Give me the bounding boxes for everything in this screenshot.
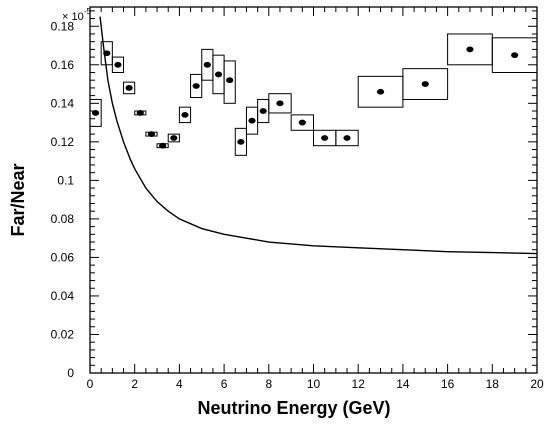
- y-tick-label: 0: [67, 366, 74, 380]
- y-multiplier-exponent: -5: [84, 7, 92, 16]
- x-tick-label: 20: [530, 377, 544, 391]
- x-tick-label: 2: [131, 377, 138, 391]
- data-point: [203, 61, 211, 68]
- x-tick-label: 12: [352, 377, 366, 391]
- x-tick-label: 6: [221, 377, 228, 391]
- x-tick-label: 4: [176, 377, 183, 391]
- y-axis-title: Far/Near: [8, 163, 28, 236]
- error-boxes: [89, 33, 538, 156]
- x-tick-label: 0: [87, 377, 94, 391]
- error-box: [178, 106, 192, 124]
- error-box: [268, 93, 292, 114]
- data-point: [237, 138, 245, 145]
- data-point: [421, 81, 429, 87]
- y-tick-label: 0.02: [51, 327, 75, 341]
- data-point: [248, 117, 256, 124]
- y-tick-label: 0.12: [51, 135, 75, 149]
- x-tick-label: 10: [307, 377, 321, 391]
- error-box: [234, 127, 247, 156]
- x-tick-label: 14: [396, 377, 410, 391]
- data-points: [91, 46, 519, 149]
- data-point: [466, 46, 474, 53]
- error-box: [402, 68, 449, 100]
- data-point: [321, 135, 329, 141]
- error-box: [335, 129, 359, 147]
- y-multiplier-base: × 10: [62, 11, 84, 23]
- y-tick-label: 0.04: [51, 289, 75, 303]
- data-point: [259, 108, 267, 114]
- expected-ratio-curve: [99, 16, 538, 255]
- curve-layer: [99, 16, 538, 255]
- error-box: [223, 60, 236, 104]
- error-box: [111, 56, 125, 73]
- data-point: [91, 110, 100, 116]
- error-box: [100, 41, 113, 66]
- y-tick-label: 0.18: [51, 19, 75, 33]
- data-point: [125, 85, 133, 91]
- data-point: [181, 111, 189, 118]
- data-point: [192, 83, 200, 89]
- x-tick-label: 8: [265, 377, 272, 391]
- error-box: [491, 37, 538, 73]
- data-point: [170, 135, 178, 141]
- x-axis-title: Neutrino Energy (GeV): [197, 398, 390, 418]
- error-box: [89, 98, 102, 127]
- data-point: [159, 142, 167, 149]
- x-tick-label: 18: [486, 377, 500, 391]
- data-point: [114, 61, 122, 68]
- axes: [89, 6, 538, 374]
- x-tick-label: 16: [441, 377, 455, 391]
- data-point: [214, 71, 223, 78]
- data-point: [376, 88, 385, 95]
- data-point: [511, 52, 519, 59]
- ticks: 0 2 4 6 8 10 12 14 16 18 20 0 0.02 0.04 0.06 0.08 0.1 0.1…: [51, 7, 544, 391]
- y-tick-label: 0.1: [57, 173, 74, 187]
- y-axis-multiplier: × 10-5: [62, 7, 91, 23]
- data-point: [298, 119, 306, 126]
- error-box: [123, 81, 136, 95]
- data-point: [136, 110, 144, 116]
- data-point: [226, 77, 234, 84]
- error-box: [290, 114, 314, 131]
- error-box: [167, 133, 180, 143]
- data-point: [343, 135, 351, 141]
- y-tick-label: 0.06: [51, 250, 75, 264]
- data-point: [103, 50, 111, 57]
- data-point: [276, 100, 284, 107]
- plot-frame: [89, 6, 538, 374]
- y-tick-label: 0.14: [51, 96, 75, 110]
- data-point: [147, 131, 156, 138]
- y-tick-label: 0.08: [51, 212, 75, 226]
- error-box: [190, 73, 203, 99]
- y-tick-label: 0.16: [51, 58, 75, 72]
